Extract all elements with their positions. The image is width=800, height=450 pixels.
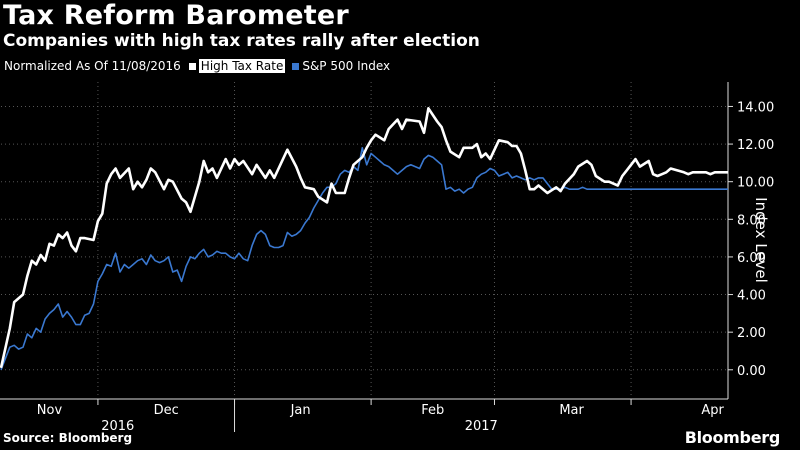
y-axis-title: Index Level — [752, 197, 770, 283]
legend-swatch-high-tax — [188, 62, 196, 70]
source-note: Source: Bloomberg — [3, 431, 133, 445]
y-tick-label: 2.00 — [737, 326, 766, 341]
y-tick-label: 8.00 — [737, 213, 766, 228]
y-tick-label: 4.00 — [737, 289, 766, 304]
chart-title: Tax Reform Barometer — [3, 0, 349, 31]
legend-label-high-tax: High Tax Rate — [198, 59, 286, 73]
normalization-note: Normalized As Of 11/08/2016 — [4, 59, 181, 73]
y-tick-label: 10.00 — [737, 176, 774, 191]
x-year-label: 2017 — [465, 419, 498, 434]
x-tick-label: Feb — [421, 403, 444, 418]
y-tick-label: 12.00 — [737, 138, 774, 153]
bloomberg-logo: Bloomberg — [684, 428, 781, 447]
y-tick-label: 0.00 — [737, 364, 766, 379]
y-tick-label: 6.00 — [737, 251, 766, 266]
legend-swatch-sp500 — [292, 62, 300, 70]
series-line-sp500 — [0, 147, 728, 371]
x-tick-label: Apr — [701, 403, 724, 418]
x-tick-label: Jan — [290, 403, 311, 418]
series-line-high-tax-rate — [0, 107, 728, 369]
legend-label-sp500: S&P 500 Index — [302, 59, 391, 73]
x-tick-label: Nov — [37, 403, 63, 418]
legend-item-sp500[interactable]: S&P 500 Index — [292, 59, 390, 73]
legend-item-high-tax[interactable]: High Tax Rate — [188, 59, 286, 73]
y-tick-label: 14.00 — [737, 100, 774, 115]
x-tick-label: Dec — [154, 403, 179, 418]
x-tick-label: Mar — [559, 403, 584, 418]
legend: Normalized As Of 11/08/2016 High Tax Rat… — [4, 59, 397, 73]
x-year-label: 2016 — [101, 419, 134, 434]
chart-subtitle: Companies with high tax rates rally afte… — [3, 31, 480, 51]
